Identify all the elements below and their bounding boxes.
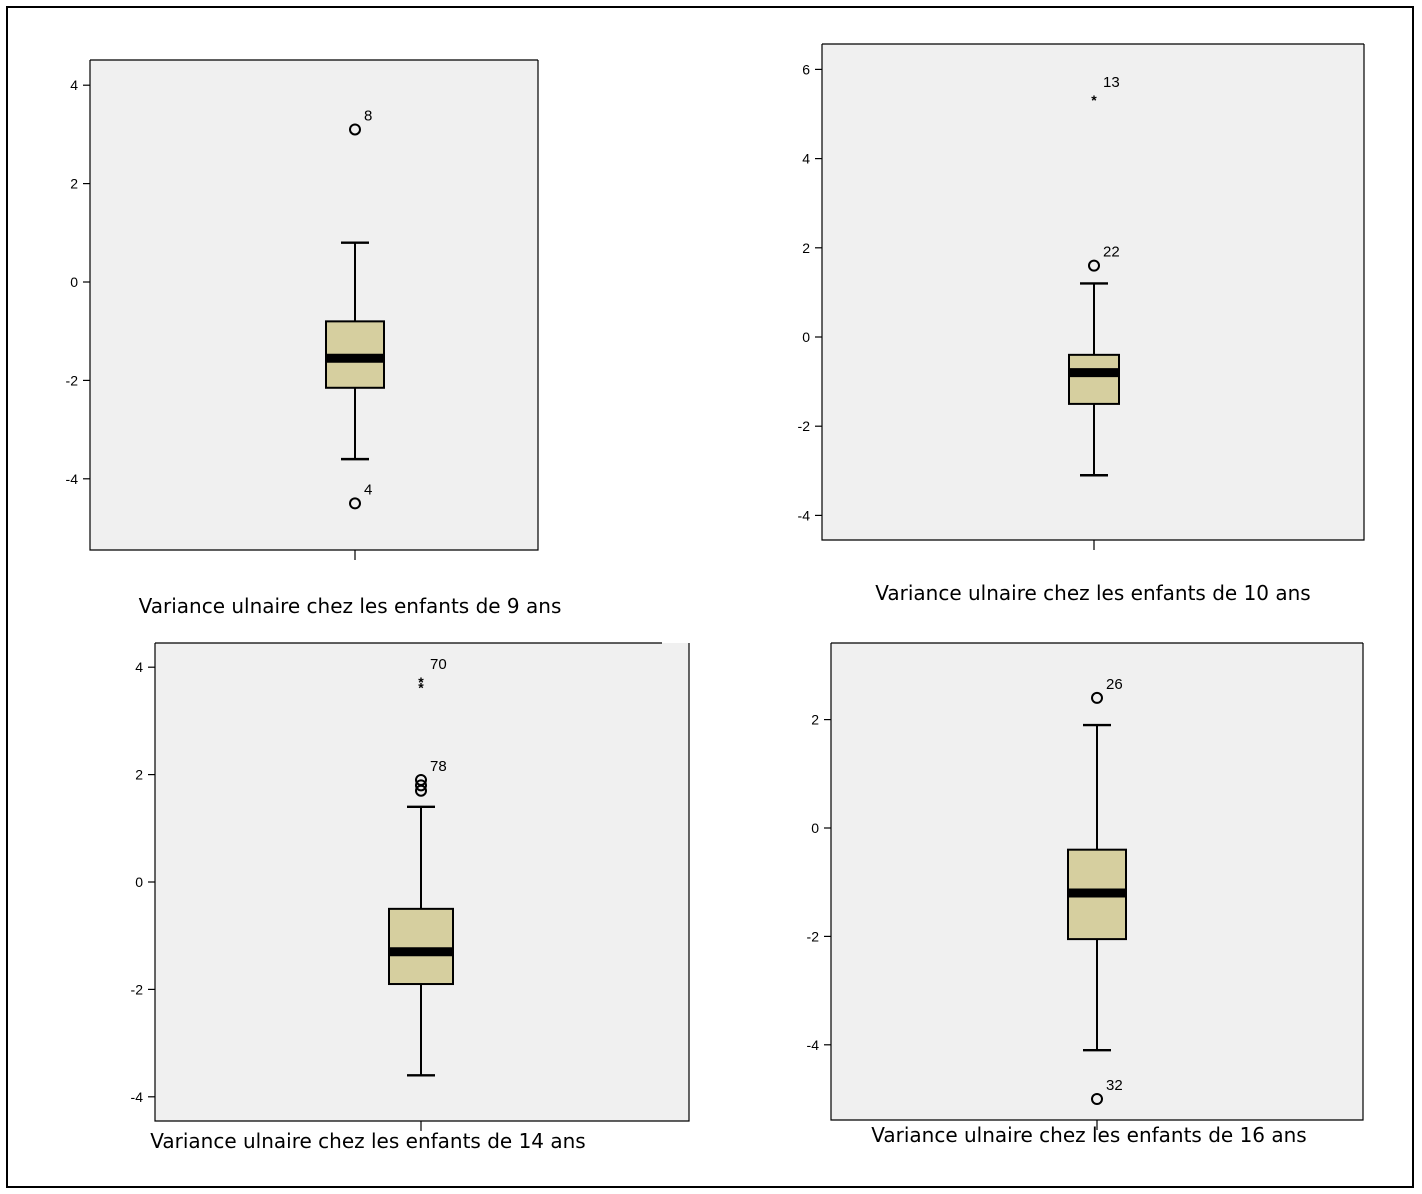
boxplot-panel-2: 6 4 2 0 -2 -4 * 13 22 Variance ulnaire chez les e… xyxy=(798,43,1365,605)
y-tick-label: 4 xyxy=(802,151,810,167)
y-tick-label: -4 xyxy=(66,471,79,487)
chart-caption: Variance ulnaire chez les enfants de 16 … xyxy=(871,1123,1306,1147)
outlier-label: 13 xyxy=(1103,74,1120,91)
chart-caption: Variance ulnaire chez les enfants de 10 … xyxy=(875,581,1310,605)
y-tick-label: -2 xyxy=(66,372,79,388)
y-tick-label: -2 xyxy=(807,928,820,944)
y-tick-label: 2 xyxy=(70,176,78,192)
chart-caption: Variance ulnaire chez les enfants de 14 … xyxy=(150,1129,585,1153)
outlier-marker xyxy=(415,779,427,792)
y-tick-label: -4 xyxy=(131,1089,144,1105)
y-tick-label: 0 xyxy=(802,329,810,345)
boxplot-panel-1: 4 2 0 -2 -4 8 4 Variance ulnaire chez les enfan… xyxy=(66,59,562,618)
outlier-label: 78 xyxy=(430,758,447,775)
outlier-label: 4 xyxy=(364,481,372,498)
iqr-box xyxy=(1068,353,1120,405)
y-tick-label: 0 xyxy=(135,874,143,890)
y-tick-label: 2 xyxy=(802,240,810,256)
outlier-label: 8 xyxy=(364,107,372,124)
plot-border xyxy=(89,60,539,551)
outlier-marker xyxy=(349,123,361,136)
outlier-marker xyxy=(1091,1093,1103,1105)
chart-caption: Variance ulnaire chez les enfants de 9 a… xyxy=(139,594,562,618)
figure-frame xyxy=(6,6,1414,1188)
y-tick-label: 2 xyxy=(135,767,143,783)
extreme-outlier-marker: * xyxy=(418,674,424,690)
y-tick-label: -2 xyxy=(131,981,144,997)
outlier-label: 26 xyxy=(1106,676,1123,693)
y-tick-label: -4 xyxy=(798,507,811,523)
y-tick-label: -2 xyxy=(798,418,811,434)
y-tick-label: -4 xyxy=(807,1037,820,1053)
boxplot-panel-3: 4 2 0 -2 -4 * 70 * 78 Variance ulnaire chez les e… xyxy=(131,642,690,1153)
plot-border xyxy=(821,44,1365,541)
outlier-marker xyxy=(1091,691,1103,704)
plot-area xyxy=(90,60,538,550)
y-tick-label: 6 xyxy=(802,61,810,77)
extreme-outlier-marker: * xyxy=(418,679,424,695)
y-tick-label: 4 xyxy=(135,659,143,675)
outlier-label: 32 xyxy=(1106,1077,1123,1094)
outlier-label: 22 xyxy=(1103,244,1120,261)
outlier-marker xyxy=(1088,259,1100,272)
outlier-label: 70 xyxy=(430,656,447,673)
outlier-marker xyxy=(415,784,427,797)
y-tick-label: 4 xyxy=(70,77,78,93)
y-tick-label: 0 xyxy=(70,274,78,290)
outlier-marker xyxy=(349,497,361,510)
y-tick-label: 2 xyxy=(811,712,819,728)
y-tick-label: 0 xyxy=(811,820,819,836)
iqr-box xyxy=(388,907,454,986)
extreme-outlier-marker: * xyxy=(1091,92,1097,108)
boxplot-panel-4: 2 0 -2 -4 26 32 Variance ulnaire chez les enfa… xyxy=(807,642,1364,1147)
